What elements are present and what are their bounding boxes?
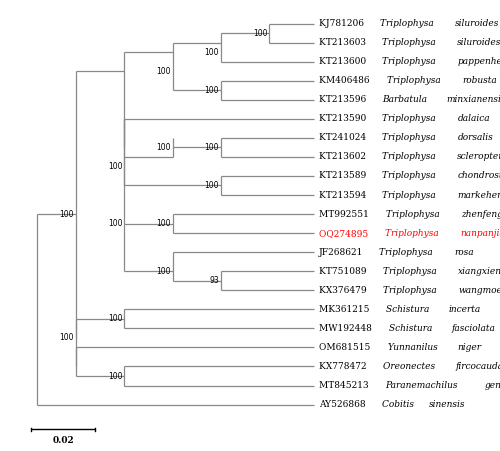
Text: rosa: rosa [454,248,473,257]
Text: zhenfengensis: zhenfengensis [461,210,500,219]
Text: 100: 100 [204,143,219,152]
Text: KT213600: KT213600 [319,57,369,66]
Text: siluroides: siluroides [458,38,500,47]
Text: niger: niger [458,343,482,352]
Text: 100: 100 [108,162,122,171]
Text: Barbatula: Barbatula [382,95,433,104]
Text: KT213589: KT213589 [319,171,369,180]
Text: markehenensis: markehenensis [458,190,500,199]
Text: robusta: robusta [462,76,496,85]
Text: wangmoensis: wangmoensis [458,286,500,295]
Text: 100: 100 [156,267,170,276]
Text: Triplophysa: Triplophysa [382,152,442,161]
Text: 100: 100 [108,219,122,228]
Text: 0.02: 0.02 [52,436,74,445]
Text: OQ274895: OQ274895 [319,229,371,238]
Text: KT213590: KT213590 [319,114,369,123]
Text: scleroptera: scleroptera [458,152,500,161]
Text: 100: 100 [156,143,170,152]
Text: minxianensis: minxianensis [446,95,500,104]
Text: 100: 100 [253,28,268,37]
Text: nanpanjiangensis: nanpanjiangensis [460,229,500,238]
Text: AY526868: AY526868 [319,400,368,409]
Text: Triplophysa: Triplophysa [378,248,438,257]
Text: 100: 100 [108,314,122,323]
Text: genilepis: genilepis [484,381,500,390]
Text: MT845213: MT845213 [319,381,372,390]
Text: KT213594: KT213594 [319,190,369,199]
Text: siluroides: siluroides [455,19,499,28]
Text: MK361215: MK361215 [319,305,372,314]
Text: KM406486: KM406486 [319,76,372,85]
Text: Triplophysa: Triplophysa [386,76,446,85]
Text: 100: 100 [156,219,170,228]
Text: Triplophysa: Triplophysa [383,286,442,295]
Text: fasciolata: fasciolata [452,324,496,333]
Text: Triplophysa: Triplophysa [382,171,442,180]
Text: Triplophysa: Triplophysa [380,19,439,28]
Text: sinensis: sinensis [430,400,466,409]
Text: Triplophysa: Triplophysa [382,133,442,143]
Text: KJ781206: KJ781206 [319,19,367,28]
Text: Yunnanilus: Yunnanilus [388,343,443,352]
Text: 100: 100 [204,86,219,95]
Text: OM681515: OM681515 [319,343,373,352]
Text: 100: 100 [60,333,74,342]
Text: xiangxiensis: xiangxiensis [458,267,500,276]
Text: dalaica: dalaica [458,114,490,123]
Text: Triplophysa: Triplophysa [386,210,445,219]
Text: 93: 93 [210,276,219,285]
Text: MT992551: MT992551 [319,210,372,219]
Text: 100: 100 [156,67,170,76]
Text: Oreonectes: Oreonectes [383,362,440,371]
Text: pappenheimi: pappenheimi [458,57,500,66]
Text: Triplophysa: Triplophysa [382,190,442,199]
Text: Triplophysa: Triplophysa [382,57,442,66]
Text: 100: 100 [204,181,219,190]
Text: Paranemachilus: Paranemachilus [386,381,464,390]
Text: KX376479: KX376479 [319,286,370,295]
Text: dorsalis: dorsalis [458,133,493,143]
Text: JF268621: JF268621 [319,248,366,257]
Text: KT213602: KT213602 [319,152,369,161]
Text: MW192448: MW192448 [319,324,374,333]
Text: Schistura: Schistura [390,324,438,333]
Text: KX778472: KX778472 [319,362,370,371]
Text: fircocaudalis: fircocaudalis [456,362,500,371]
Text: Triplophysa: Triplophysa [382,38,442,47]
Text: KT751089: KT751089 [319,267,370,276]
Text: Schistura: Schistura [386,305,436,314]
Text: chondrostoma: chondrostoma [458,171,500,180]
Text: Triplophysa: Triplophysa [385,229,444,238]
Text: incerta: incerta [448,305,481,314]
Text: Triplophysa: Triplophysa [382,267,442,276]
Text: KT241024: KT241024 [319,133,369,143]
Text: KT213596: KT213596 [319,95,369,104]
Text: 100: 100 [204,48,219,57]
Text: Triplophysa: Triplophysa [382,114,442,123]
Text: 100: 100 [60,210,74,219]
Text: KT213603: KT213603 [319,38,369,47]
Text: 100: 100 [108,372,122,381]
Text: Cobitis: Cobitis [382,400,420,409]
